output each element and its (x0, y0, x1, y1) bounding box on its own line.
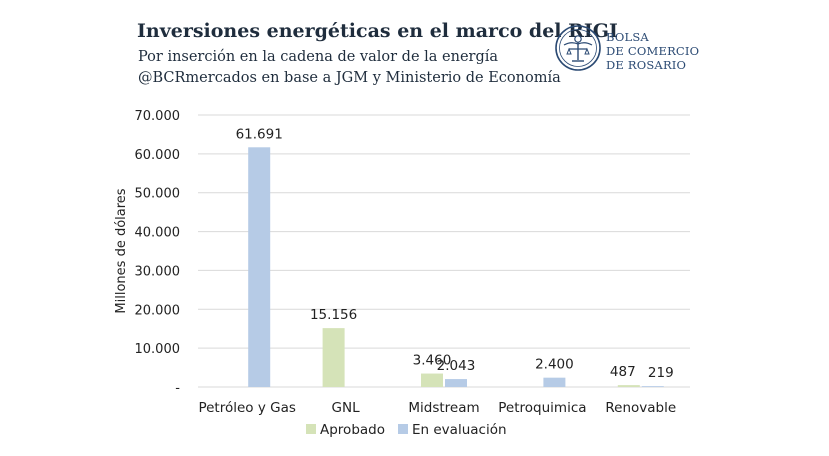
data-label: 61.691 (236, 126, 283, 142)
data-label: 3.460 (413, 353, 452, 369)
bcr-emblem-icon (555, 25, 601, 71)
legend-label: Aprobado (320, 422, 385, 438)
x-category-label: GNL (332, 400, 361, 416)
legend-swatch (398, 424, 408, 434)
x-category-label: Petróleo y Gas (198, 400, 295, 416)
y-tick-label: 30.000 (135, 264, 181, 279)
bcr-logo: BOLSA DE COMERCIO DE ROSARIO (554, 24, 714, 74)
data-label: 487 (610, 364, 636, 380)
bar-en-evaluacion (543, 377, 566, 387)
x-category-label: Midstream (408, 400, 479, 416)
grid-lines (198, 114, 690, 388)
chart-title: Inversiones energéticas en el marco del … (137, 20, 618, 42)
y-tick-label: 40.000 (135, 226, 181, 241)
data-label: 2.400 (535, 357, 574, 373)
data-label: 15.156 (310, 307, 357, 323)
x-category-label: Petroquimica (498, 400, 586, 416)
logo-line-3: DE ROSARIO (606, 58, 687, 72)
bar-aprobado (322, 328, 345, 387)
logo-line-2: DE COMERCIO (606, 44, 700, 58)
x-category-label: Renovable (605, 400, 676, 416)
bar-en-evaluacion (641, 386, 664, 387)
y-axis-ticks: - 10.000 20.000 30.000 40.000 50.000 60.000 70.… (135, 109, 181, 396)
legend-swatch (306, 424, 316, 434)
y-tick-label: - (175, 381, 180, 396)
bars (248, 147, 664, 387)
x-axis-categories: Petróleo y Gas GNL Midstream Petroquimica Re… (198, 400, 676, 416)
bar-aprobado (617, 385, 640, 387)
y-tick-label: 60.000 (135, 148, 181, 163)
bar-en-evaluacion (445, 379, 467, 387)
y-tick-label: 70.000 (135, 109, 181, 124)
y-tick-label: 50.000 (135, 187, 181, 202)
y-tick-label: 10.000 (135, 342, 181, 357)
data-label: 2.043 (437, 358, 476, 374)
legend: Aprobado En evaluación (306, 422, 507, 438)
bar-aprobado (421, 373, 443, 387)
logo-line-1: BOLSA (606, 30, 649, 44)
chart-source: @BCRmercados en base a JGM y Ministerio … (138, 70, 561, 86)
chart-subtitle: Por inserción en la cadena de valor de l… (138, 49, 499, 65)
bar-en-evaluacion (248, 147, 271, 387)
y-axis-label: Millones de dólares (114, 188, 129, 313)
data-label: 219 (648, 365, 674, 381)
legend-label: En evaluación (412, 422, 507, 438)
y-tick-label: 20.000 (135, 303, 181, 318)
